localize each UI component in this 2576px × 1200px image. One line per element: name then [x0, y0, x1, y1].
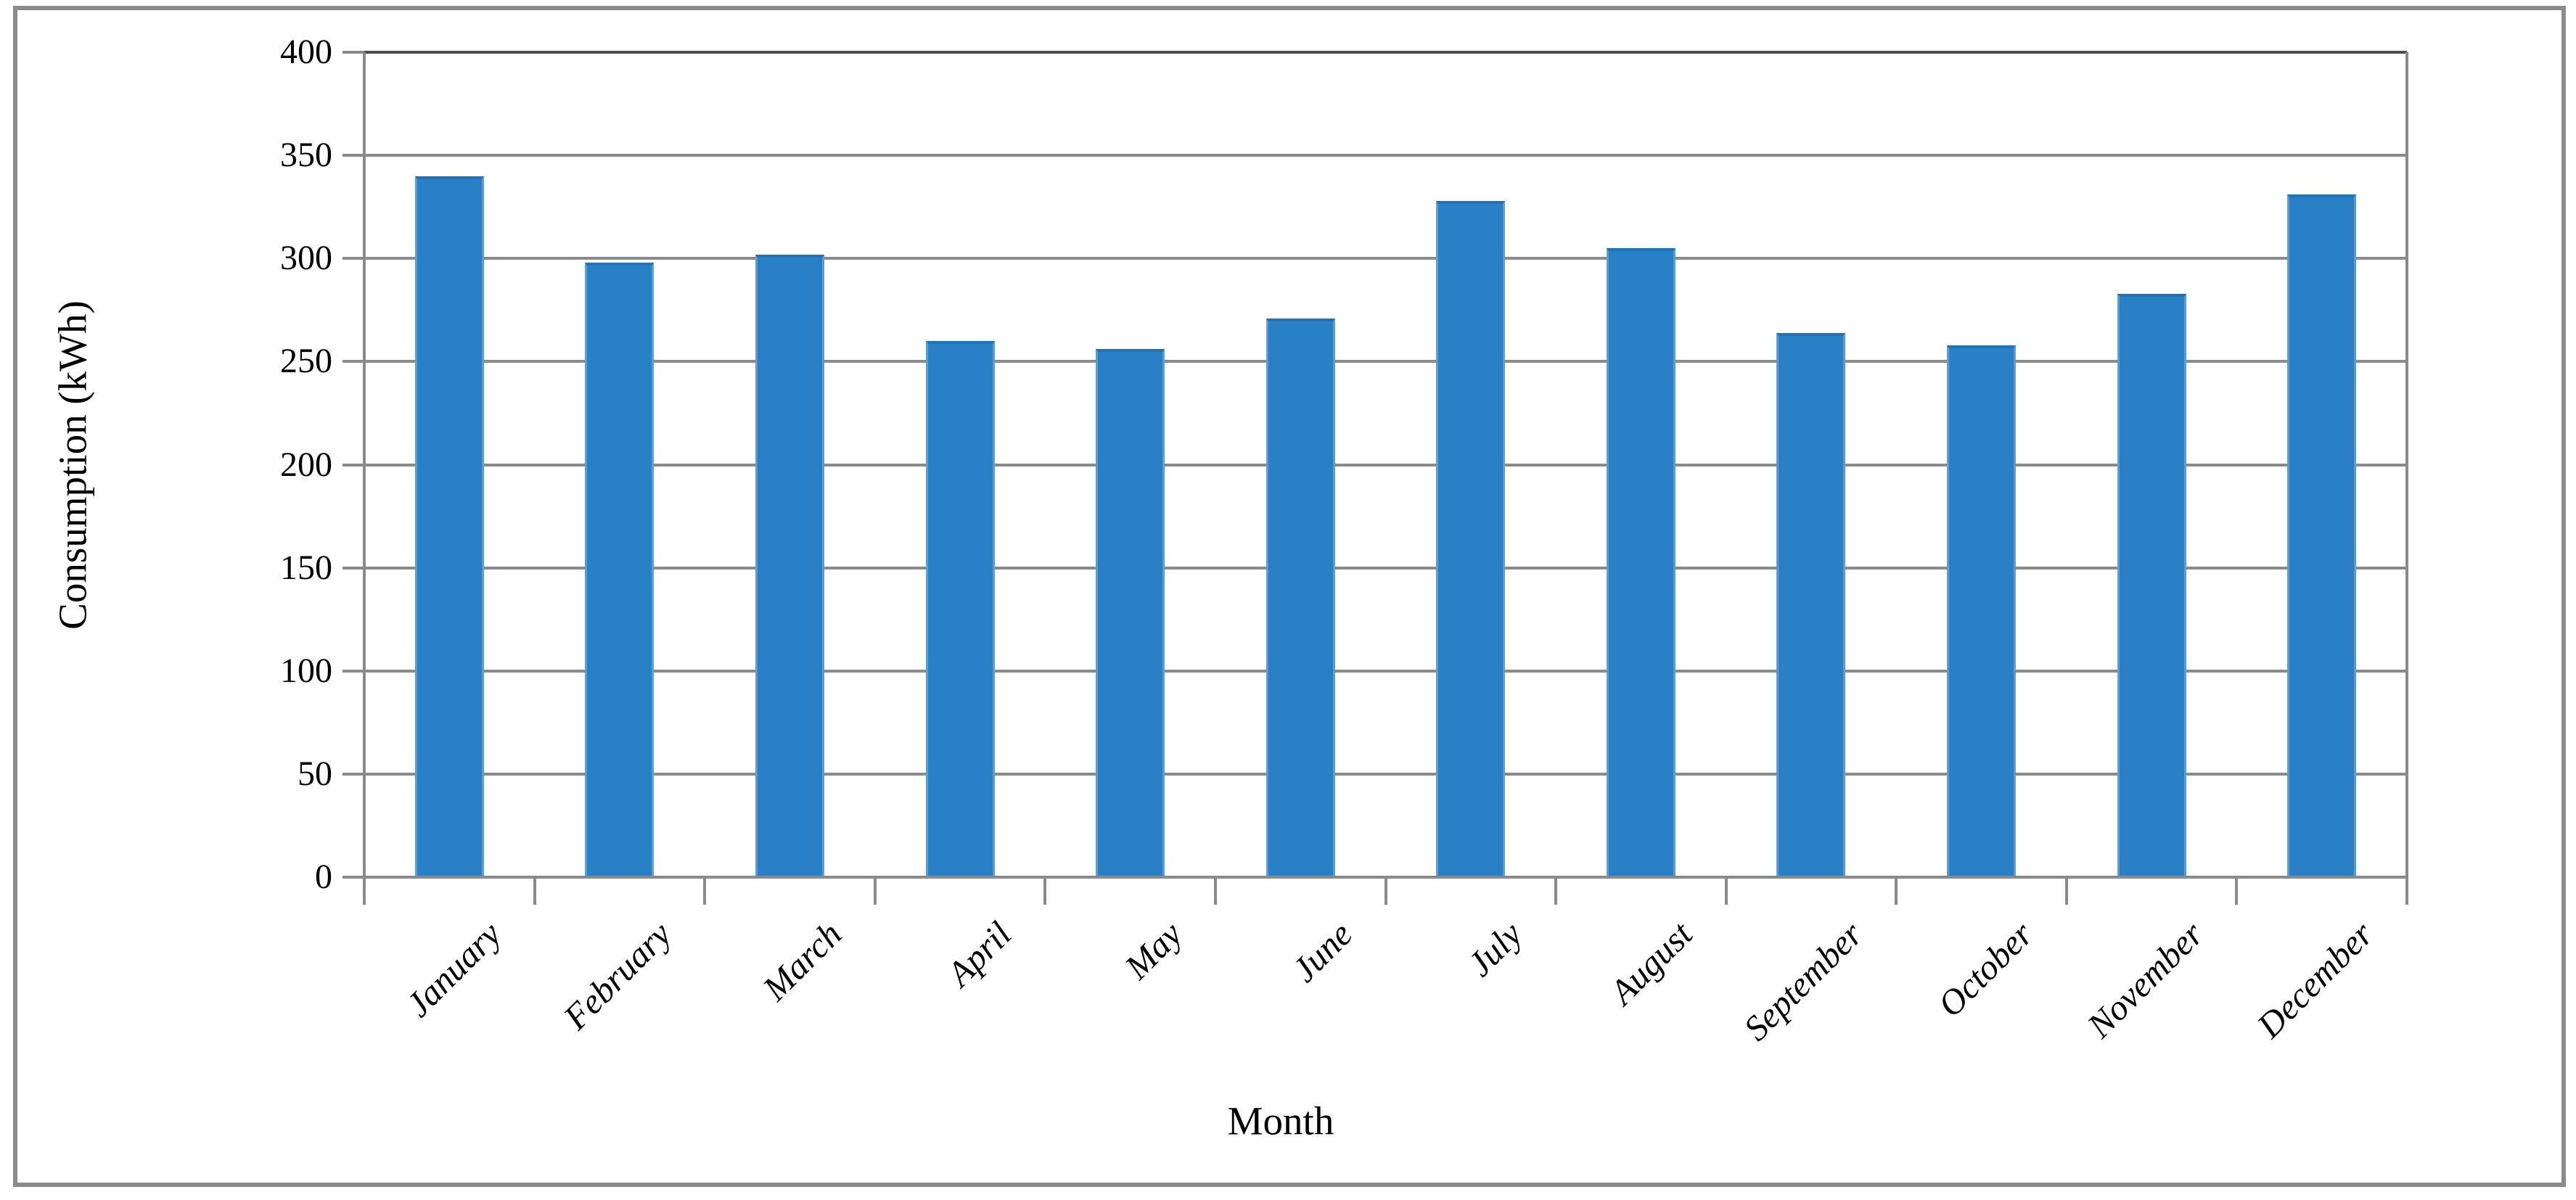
y-axis-tick-150: [342, 566, 364, 570]
x-axis-tick-10: [2064, 877, 2068, 905]
y-tick-label-50: 50: [298, 754, 332, 793]
bar-march: [755, 255, 824, 877]
x-tick-label-june: June: [1284, 913, 1360, 990]
y-axis-tick-250: [342, 360, 364, 363]
y-axis-tick-300: [342, 257, 364, 260]
gridline-400: [364, 51, 2407, 54]
x-tick-label-february: February: [555, 913, 679, 1037]
bar-may: [1096, 349, 1165, 877]
x-tick-label-january: January: [398, 913, 509, 1025]
y-tick-label-0: 0: [315, 858, 332, 896]
y-axis-tick-400: [342, 51, 364, 54]
gridline-350: [364, 154, 2407, 157]
x-axis-tick-1: [533, 877, 536, 905]
gridline-150: [364, 566, 2407, 570]
gridline-300: [364, 257, 2407, 260]
gridline-0: [364, 876, 2407, 879]
x-axis-tick-8: [1724, 877, 1728, 905]
bar-october: [1947, 345, 2016, 877]
bar-january: [415, 176, 484, 877]
gridline-250: [364, 360, 2407, 363]
y-tick-label-150: 150: [280, 548, 332, 587]
x-axis-tick-4: [1043, 877, 1047, 905]
gridline-50: [364, 772, 2407, 776]
y-axis-tick-50: [342, 772, 364, 776]
y-tick-label-300: 300: [280, 239, 332, 278]
x-tick-label-march: March: [755, 913, 850, 1008]
bar-february: [585, 263, 654, 877]
x-tick-label-july: July: [1459, 913, 1530, 985]
y-axis-title: Consumption (kWh): [50, 300, 95, 630]
x-tick-label-september: September: [1736, 913, 1871, 1048]
bar-july: [1436, 201, 1505, 877]
bar-september: [1776, 333, 1845, 877]
y-tick-label-200: 200: [280, 445, 332, 484]
x-axis-tick-2: [703, 877, 707, 905]
x-tick-label-october: October: [1929, 913, 2041, 1025]
x-axis-tick-12: [2405, 877, 2408, 905]
gridline-200: [364, 463, 2407, 467]
plot-right-border: [2405, 52, 2408, 895]
x-axis-tick-9: [1895, 877, 1898, 905]
bar-june: [1266, 319, 1335, 877]
gridline-100: [364, 669, 2407, 673]
y-axis-line: [363, 52, 366, 905]
y-tick-label-100: 100: [280, 651, 332, 690]
x-tick-label-may: May: [1116, 913, 1190, 987]
y-tick-label-400: 400: [280, 33, 332, 71]
bar-april: [926, 341, 995, 877]
y-axis-tick-350: [342, 154, 364, 157]
x-axis-title: Month: [1227, 1098, 1334, 1143]
bar-august: [1607, 248, 1675, 877]
y-axis-tick-200: [342, 463, 364, 467]
x-axis-tick-6: [1384, 877, 1387, 905]
x-tick-label-august: August: [1601, 913, 1700, 1012]
x-axis-tick-11: [2235, 877, 2239, 905]
y-tick-label-250: 250: [280, 342, 332, 381]
bar-november: [2117, 294, 2186, 877]
bar-december: [2287, 194, 2356, 877]
x-tick-label-april: April: [939, 913, 1020, 994]
x-axis-tick-5: [1213, 877, 1217, 905]
x-axis-tick-3: [873, 877, 877, 905]
x-axis-tick-0: [363, 877, 366, 905]
y-axis-tick-100: [342, 669, 364, 673]
y-axis-tick-0: [342, 876, 364, 879]
x-tick-label-november: November: [2079, 913, 2211, 1046]
y-tick-label-350: 350: [280, 136, 332, 175]
x-tick-label-december: December: [2249, 913, 2382, 1045]
x-axis-tick-7: [1554, 877, 1558, 905]
